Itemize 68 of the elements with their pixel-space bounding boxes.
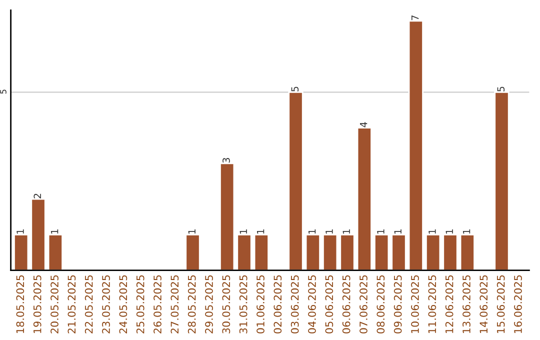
bar (322, 234, 338, 270)
bar (236, 234, 252, 270)
data-label: 1 (326, 229, 333, 234)
x-tick-label: 01.06.2025 (256, 275, 264, 334)
bar (494, 91, 510, 270)
data-label: 5 (291, 86, 299, 92)
x-tick-label: 16.06.2025 (514, 275, 522, 333)
data-label: 1 (257, 229, 264, 234)
data-label: 1 (446, 229, 453, 234)
data-label: 1 (342, 229, 350, 234)
bar (460, 234, 475, 270)
data-label: 3 (222, 158, 230, 163)
bar (426, 234, 441, 270)
bar (408, 20, 424, 270)
data-label: 1 (51, 229, 58, 234)
bar (254, 234, 269, 270)
bar (220, 162, 235, 270)
x-tick-label: 15.06.2025 (496, 275, 505, 333)
x-tick-label: 12.06.2025 (445, 275, 454, 333)
data-label: 1 (240, 229, 247, 234)
bar (185, 234, 200, 270)
data-label: 1 (377, 229, 384, 234)
x-tick-label: 02.06.2025 (274, 275, 282, 334)
x-tick-label: 03.06.2025 (290, 275, 299, 334)
x-tick-label: 05.06.2025 (325, 275, 334, 334)
bar (288, 91, 304, 270)
bar (442, 234, 458, 270)
x-tick-label: 09.06.2025 (394, 275, 402, 334)
x-tick-label: 19.05.2025 (33, 275, 42, 333)
data-label: 1 (308, 229, 316, 234)
x-tick-label: 29.05.2025 (205, 275, 213, 334)
x-tick-label: 07.06.2025 (360, 275, 368, 334)
bar (391, 234, 406, 270)
x-tick-label: 04.06.2025 (308, 275, 316, 334)
x-tick-label: 13.06.2025 (462, 275, 470, 333)
x-tick-label: 28.05.2025 (188, 275, 196, 334)
bar (305, 234, 320, 270)
x-tick-label: 27.05.2025 (170, 275, 179, 334)
x-tick-label: 22.05.2025 (84, 275, 93, 334)
x-tick-label: 14.06.2025 (480, 275, 488, 333)
bar (340, 234, 355, 270)
data-label: 2 (34, 194, 41, 198)
bar (48, 234, 63, 270)
x-tick-label: 31.05.2025 (239, 275, 248, 334)
data-label: 4 (360, 122, 368, 128)
data-label: 5 (497, 86, 505, 92)
bar (374, 234, 390, 270)
x-tick-label: 08.06.2025 (376, 275, 385, 334)
data-label: 1 (16, 229, 24, 234)
x-tick-label: 06.06.2025 (342, 275, 350, 334)
x-tick-label: 25.05.2025 (136, 275, 144, 334)
data-label: 1 (394, 229, 402, 234)
x-tick-label: 24.05.2025 (119, 275, 128, 334)
bar (14, 234, 29, 270)
data-label: 7 (412, 16, 419, 20)
x-tick-label: 10.06.2025 (411, 275, 419, 333)
x-tick-label: 11.06.2025 (428, 275, 436, 333)
data-label: 1 (188, 229, 196, 234)
x-tick-label: 26.05.2025 (154, 275, 162, 334)
data-label: 1 (463, 229, 470, 234)
x-tick-label: 21.05.2025 (68, 275, 76, 334)
x-tick-label: 20.05.2025 (50, 275, 58, 334)
bar (356, 127, 372, 270)
data-label: 1 (428, 229, 436, 234)
x-tick-label: 23.05.2025 (102, 275, 110, 334)
x-tick-label: 18.05.2025 (16, 275, 24, 333)
bar (30, 198, 46, 270)
x-tick-label: 30.05.2025 (222, 275, 230, 334)
